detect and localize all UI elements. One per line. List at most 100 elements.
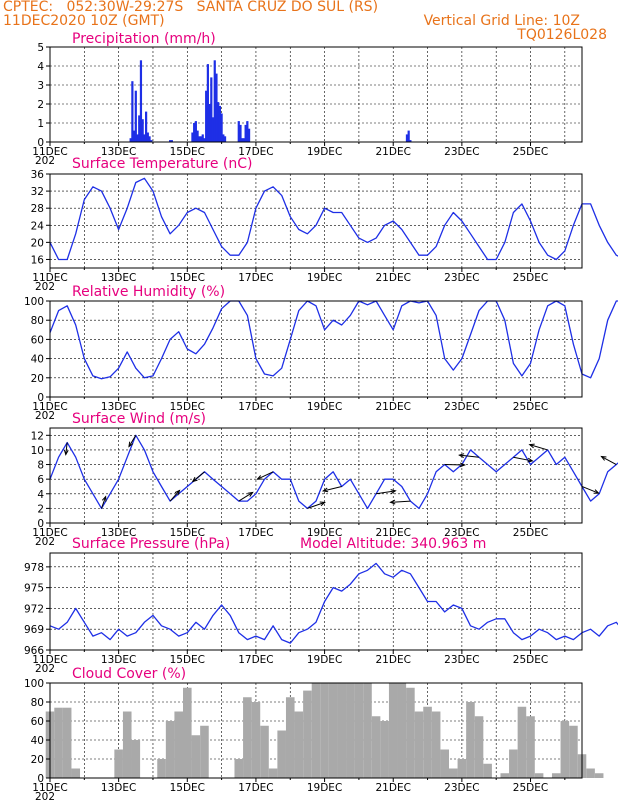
y-tick-label: 0 bbox=[37, 518, 44, 530]
x-tick-label: 19DEC bbox=[307, 782, 342, 794]
y-tick-label: 2 bbox=[37, 503, 44, 515]
x-tick-label: 25DEC bbox=[513, 272, 548, 284]
x-tick-label: 13DEC bbox=[101, 272, 136, 284]
x-tick-label: 13DEC bbox=[101, 782, 136, 794]
x-tick-label: 13DEC bbox=[101, 146, 136, 158]
wind-arrow bbox=[375, 490, 396, 495]
series-line bbox=[49, 177, 618, 261]
cloud-cover-bar bbox=[363, 683, 372, 778]
precip-bar bbox=[194, 121, 197, 142]
header-line3-right: TQ0126L028 bbox=[517, 27, 607, 43]
wind-arrow bbox=[581, 485, 599, 494]
x-tick-label: 13DEC bbox=[101, 654, 136, 666]
y-tick-label: 28 bbox=[31, 203, 44, 215]
cloud-cover-bar bbox=[71, 768, 81, 778]
x-tick-label: 11DEC bbox=[32, 782, 67, 794]
precip-bar bbox=[170, 140, 173, 142]
y-tick-label: 20 bbox=[31, 754, 44, 766]
y-tick-label: 100 bbox=[24, 678, 44, 690]
precip-bar bbox=[139, 60, 143, 142]
x-tick-label: 17DEC bbox=[238, 654, 273, 666]
x-tick-label: 15DEC bbox=[170, 401, 205, 413]
y-tick-label: 20 bbox=[31, 373, 44, 385]
wind-arrow-head bbox=[256, 475, 263, 480]
x-tick-label: 19DEC bbox=[307, 527, 342, 539]
precip-bar bbox=[409, 140, 412, 142]
x-tick-label: 15DEC bbox=[170, 527, 205, 539]
cloud-cover-bar bbox=[62, 707, 72, 778]
cloud-cover-bar bbox=[466, 702, 475, 778]
x-tick-label: 15DEC bbox=[170, 654, 205, 666]
precip-bar bbox=[131, 81, 134, 142]
y-tick-label: 12 bbox=[31, 430, 44, 442]
wind-arrow-head bbox=[319, 501, 326, 507]
y-tick-label: 40 bbox=[31, 354, 44, 366]
precip-bar bbox=[223, 136, 227, 142]
x-year-label: 202 bbox=[35, 281, 55, 293]
cloud-cover-bar bbox=[354, 683, 364, 778]
precip-bar bbox=[143, 134, 146, 142]
wind-arrow bbox=[459, 454, 480, 458]
cloud-cover-bar bbox=[260, 725, 269, 778]
panel-frame bbox=[49, 46, 583, 143]
precip-bar bbox=[150, 140, 153, 142]
wind-arrow-head bbox=[101, 495, 107, 502]
cloud-cover-bar bbox=[131, 740, 141, 778]
y-tick-label: 32 bbox=[31, 186, 44, 198]
x-tick-label: 23DEC bbox=[444, 654, 479, 666]
x-tick-label: 19DEC bbox=[307, 654, 342, 666]
precip-bar bbox=[146, 132, 149, 142]
y-tick-label: 978 bbox=[24, 562, 44, 574]
wind-arrow bbox=[65, 442, 68, 455]
panel-title: Relative Humidity (%) bbox=[72, 284, 225, 300]
x-tick-label: 15DEC bbox=[170, 272, 205, 284]
cloud-cover-bar bbox=[122, 711, 132, 778]
wind-arrow-head bbox=[191, 476, 198, 483]
wind-arrow bbox=[390, 500, 411, 503]
x-tick-label: 21DEC bbox=[376, 272, 411, 284]
wind-arrow bbox=[307, 501, 325, 509]
x-tick-label: 19DEC bbox=[307, 146, 342, 158]
precip-bar bbox=[218, 105, 221, 142]
x-tick-label: 11DEC bbox=[32, 527, 67, 539]
cloud-cover-bar bbox=[183, 687, 192, 778]
y-tick-label: 40 bbox=[31, 735, 44, 747]
cloud-cover-bar bbox=[337, 683, 347, 778]
x-tick-label: 21DEC bbox=[376, 146, 411, 158]
cloud-cover-bar bbox=[397, 683, 407, 778]
y-tick-label: 10 bbox=[31, 445, 44, 457]
x-tick-label: 19DEC bbox=[307, 272, 342, 284]
cloud-cover-bar bbox=[371, 716, 381, 778]
x-tick-label: 25DEC bbox=[513, 654, 548, 666]
wind-arrow-head bbox=[128, 441, 134, 448]
wind-arrow bbox=[192, 471, 205, 482]
y-tick-label: 100 bbox=[24, 296, 44, 308]
cloud-cover-bar bbox=[157, 759, 166, 778]
y-tick-label: 1 bbox=[37, 118, 44, 130]
wind-arrow bbox=[101, 496, 107, 509]
x-tick-label: 13DEC bbox=[101, 401, 136, 413]
y-tick-label: 6 bbox=[37, 474, 44, 486]
cloud-cover-bar bbox=[449, 768, 458, 778]
cloud-cover-bar bbox=[268, 768, 278, 778]
panel-title: Surface Wind (m/s) bbox=[72, 411, 206, 427]
x-year-label: 202 bbox=[35, 155, 55, 167]
cloud-cover-bar bbox=[174, 711, 183, 778]
cloud-cover-bar bbox=[551, 773, 561, 778]
precip-bar bbox=[222, 134, 225, 142]
wind-arrow bbox=[169, 490, 180, 502]
wind-arrow bbox=[323, 485, 342, 492]
panel-title: Surface Temperature (nC) bbox=[72, 156, 253, 172]
cloud-cover-bar bbox=[440, 749, 449, 778]
cloud-cover-bar bbox=[311, 683, 321, 778]
panel-title: Surface Pressure (hPa) bbox=[72, 536, 230, 552]
cloud-cover-bar bbox=[388, 683, 398, 778]
precip-bar bbox=[138, 115, 141, 142]
y-tick-label: 3 bbox=[37, 80, 44, 92]
series-line bbox=[49, 434, 618, 510]
x-tick-label: 25DEC bbox=[513, 146, 548, 158]
cloud-cover-bar bbox=[414, 711, 424, 778]
wind-arrow bbox=[601, 456, 617, 465]
y-tick-label: 80 bbox=[31, 315, 44, 327]
x-tick-label: 11DEC bbox=[32, 272, 67, 284]
